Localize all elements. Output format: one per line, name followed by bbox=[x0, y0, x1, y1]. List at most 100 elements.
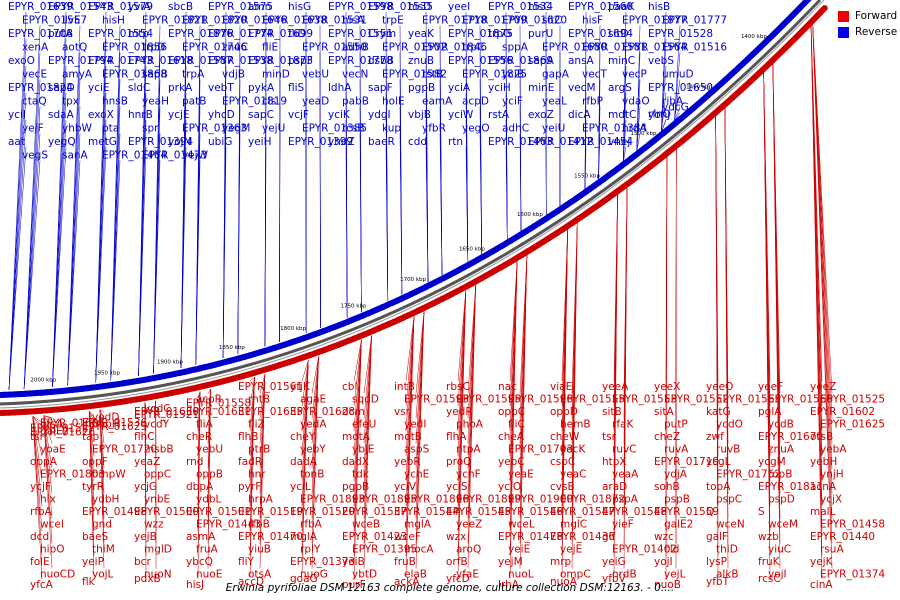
reverse-gene-connector bbox=[661, 65, 667, 133]
forward-gene-label: yoaE bbox=[40, 444, 66, 456]
forward-gene-label: wzz bbox=[144, 519, 164, 531]
forward-gene-label: oppA bbox=[30, 456, 58, 468]
reverse-gene-label: yeaL bbox=[542, 96, 567, 108]
reverse-gene-label: EPYR_01560 bbox=[568, 1, 633, 13]
forward-gene-connector bbox=[353, 339, 362, 382]
forward-gene-label: EPYR_01519 bbox=[238, 506, 303, 518]
reverse-gene-label: EPYR_01777 bbox=[662, 15, 727, 27]
reverse-gene-label: yciK bbox=[328, 109, 351, 121]
forward-gene-connector bbox=[32, 416, 43, 507]
kbp-tick-label: 1450 kbp bbox=[686, 85, 712, 91]
legend-forward-label: Forward bbox=[855, 10, 898, 22]
reverse-gene-label: EPYR_01694 bbox=[568, 28, 633, 40]
forward-gene-label: wzx bbox=[446, 531, 466, 543]
forward-gene-label: putP bbox=[664, 419, 688, 431]
figure-caption: Erwinia pyrifoliae DSM 12163 complete ge… bbox=[225, 582, 675, 594]
forward-gene-label: yfcA bbox=[30, 579, 54, 591]
reverse-gene-label: sapC bbox=[248, 109, 274, 121]
kbp-tick-label: 1750 kbp bbox=[341, 304, 367, 310]
forward-gene-label: orfB bbox=[446, 556, 468, 568]
reverse-gene-connector bbox=[661, 119, 667, 133]
forward-gene-label: ruvA bbox=[664, 444, 689, 456]
forward-gene-connector bbox=[415, 311, 425, 469]
forward-gene-label: EPYR_01635 bbox=[238, 406, 303, 418]
forward-gene-label: yeeZ bbox=[456, 519, 482, 531]
reverse-gene-label: yciE bbox=[88, 82, 110, 94]
forward-gene-label: EPYR_01436 bbox=[550, 531, 615, 543]
forward-gene-label: fliY bbox=[238, 556, 255, 568]
reverse-gene-label: tpx bbox=[62, 96, 79, 108]
forward-gene-connector bbox=[810, 23, 823, 382]
forward-gene-label: ompW bbox=[92, 469, 126, 481]
forward-gene-label: pspA bbox=[612, 494, 639, 506]
reverse-gene-label: trpG bbox=[488, 28, 511, 40]
reverse-gene-label: EPYR_01575 bbox=[208, 1, 273, 13]
forward-gene-label: wceB bbox=[352, 519, 380, 531]
forward-gene-label: fruB bbox=[394, 556, 416, 568]
reverse-gene-connector bbox=[67, 160, 81, 386]
forward-gene-label: yeaZ bbox=[134, 456, 160, 468]
forward-gene-label: gnd bbox=[92, 519, 112, 531]
reverse-gene-connector bbox=[674, 106, 681, 122]
forward-gene-label: EPYR_01559 bbox=[654, 506, 719, 518]
forward-gene-label: EPYR_01561 bbox=[238, 381, 303, 393]
reverse-gene-label: yeaD bbox=[302, 96, 329, 108]
forward-gene-label: EPYR_01544 bbox=[394, 506, 459, 518]
forward-gene-connector bbox=[301, 360, 309, 432]
reverse-gene-label: EPYR_01550 bbox=[302, 42, 367, 54]
reverse-gene-label: sdaA bbox=[48, 109, 75, 121]
forward-gene-label: hipO bbox=[40, 544, 65, 556]
forward-gene-connector bbox=[467, 285, 476, 394]
reverse-gene-label: baeR bbox=[368, 136, 395, 148]
reverse-gene-label: EPYR_01646 bbox=[222, 15, 287, 27]
forward-gene-label: rfbA bbox=[30, 506, 53, 518]
forward-gene-label: wceI bbox=[40, 519, 64, 531]
forward-gene-label: yciS bbox=[446, 481, 468, 493]
reverse-gene-label: EPYR_01516 bbox=[662, 42, 727, 54]
reverse-gene-connector bbox=[23, 79, 41, 389]
reverse-gene-label: EPYR_01620 bbox=[502, 15, 567, 27]
reverse-gene-label: argS bbox=[608, 82, 632, 94]
forward-gene-label: yebC bbox=[498, 456, 525, 468]
reverse-gene-label: EPYR_01774 bbox=[208, 28, 273, 40]
forward-gene-label: EPYR_01762 bbox=[716, 469, 781, 481]
kbp-tick-label: 1400 kbp bbox=[741, 34, 767, 40]
forward-gene-label: yiuB bbox=[248, 544, 271, 556]
forward-gene-label: cheA bbox=[498, 431, 525, 443]
reverse-gene-connector bbox=[623, 92, 627, 162]
forward-gene-label: yejE bbox=[560, 544, 582, 556]
reverse-gene-label: sbcB bbox=[168, 1, 193, 13]
forward-gene-label: ycdO bbox=[716, 419, 743, 431]
reverse-gene-connector bbox=[23, 160, 41, 389]
reverse-gene-label: rstA bbox=[488, 109, 510, 121]
reverse-gene-label: EPYR_01680 bbox=[542, 42, 607, 54]
forward-gene-connector bbox=[301, 360, 309, 482]
legend-reverse: Reverse bbox=[838, 24, 897, 40]
forward-gene-label: mglC bbox=[560, 519, 587, 531]
reverse-gene-connector bbox=[636, 79, 641, 152]
forward-gene-label: EPYR_01720 bbox=[92, 444, 157, 456]
forward-gene-label: EPYR_01602 bbox=[810, 406, 875, 418]
forward-gene-connector bbox=[43, 415, 53, 444]
forward-gene-label: acnA bbox=[810, 481, 837, 493]
legend: Forward Reverse bbox=[838, 8, 897, 40]
forward-gene-connector bbox=[457, 290, 467, 432]
forward-gene-label: agaE bbox=[300, 394, 326, 406]
forward-gene-label: rnd bbox=[186, 456, 203, 468]
reverse-gene-label: cls bbox=[262, 96, 276, 108]
forward-gene-connector bbox=[353, 339, 362, 407]
forward-gene-label: yeiG bbox=[602, 556, 626, 568]
reverse-gene-label: rtn bbox=[448, 136, 463, 148]
kbp-tick-label: 1700 kbp bbox=[400, 277, 426, 283]
forward-gene-label: nuoCD bbox=[40, 569, 75, 581]
forward-gene-label: yojI bbox=[768, 569, 787, 581]
reverse-gene-label: trpA bbox=[182, 69, 205, 81]
reverse-gene-label: ubiG bbox=[208, 136, 232, 148]
reverse-gene-label: hnrB bbox=[128, 109, 153, 121]
kbp-tick-label: 2000 kbp bbox=[30, 378, 56, 384]
reverse-gene-label: exoZ bbox=[528, 109, 554, 121]
forward-gene-connector bbox=[363, 335, 372, 469]
forward-gene-label: phoH bbox=[92, 419, 120, 431]
forward-gene-connector bbox=[353, 339, 362, 457]
forward-gene-label: pdxB bbox=[134, 573, 161, 585]
